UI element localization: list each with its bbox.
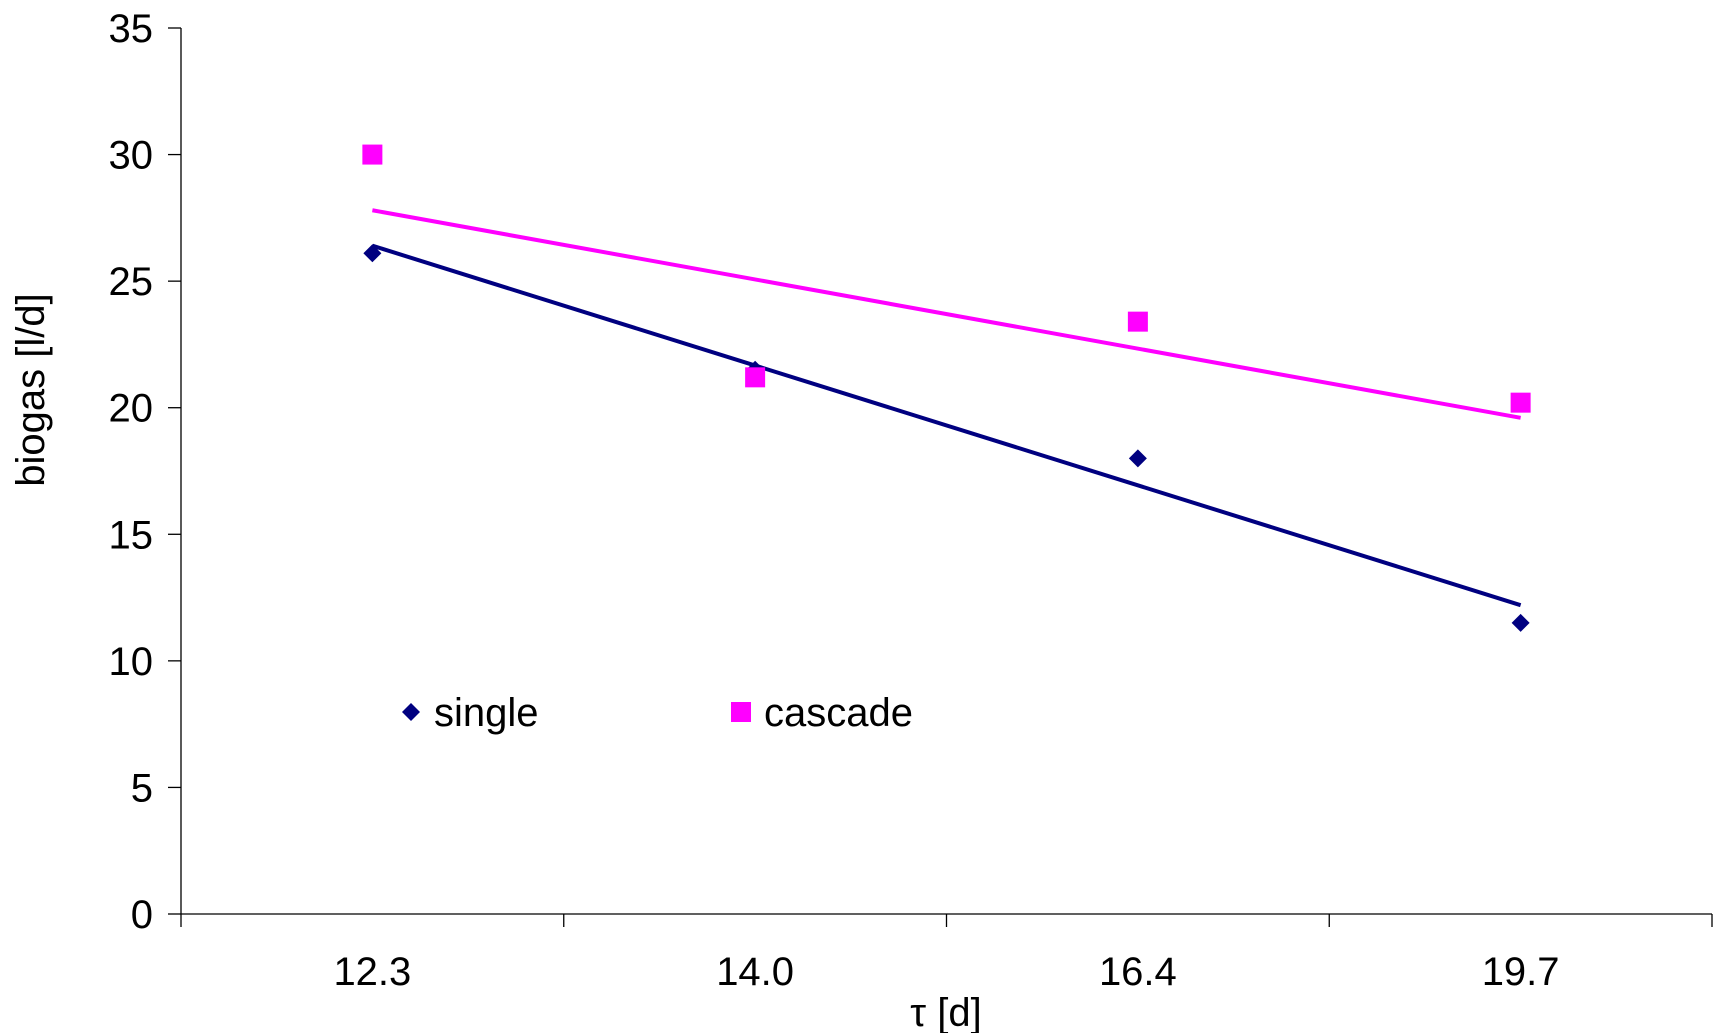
legend-item-cascade: cascade — [731, 691, 913, 735]
trendlines — [371, 208, 1522, 608]
y-ticks: 0 5 10 15 20 25 30 35 — [109, 7, 181, 937]
legend: single cascade — [402, 691, 913, 735]
point-single — [363, 244, 382, 263]
y-tick-label: 30 — [109, 134, 154, 178]
point-cascade — [1127, 311, 1148, 332]
x-tick-label: 19.7 — [1482, 950, 1560, 994]
legend-label-single: single — [434, 691, 539, 735]
y-tick-label: 10 — [109, 640, 154, 684]
x-tick-label: 12.3 — [333, 950, 411, 994]
y-tick-label: 35 — [109, 7, 154, 51]
legend-marker-cascade — [731, 702, 751, 722]
legend-item-single: single — [402, 691, 539, 735]
data-points — [362, 144, 1531, 632]
legend-marker-single — [402, 703, 420, 721]
axes — [180, 28, 1712, 915]
point-cascade — [745, 367, 766, 388]
x-tick-label: 16.4 — [1099, 950, 1177, 994]
point-cascade — [1510, 392, 1531, 413]
point-single — [1511, 613, 1530, 632]
point-single — [1128, 449, 1147, 468]
legend-label-cascade: cascade — [764, 691, 913, 735]
trendline-single — [371, 243, 1522, 608]
point-cascade — [362, 144, 383, 165]
y-tick-label: 15 — [109, 513, 154, 557]
x-tick-label: 14.0 — [716, 950, 794, 994]
trendline-cascade — [372, 208, 1521, 420]
x-ticks: 12.3 14.0 16.4 19.7 — [180, 914, 1713, 994]
y-tick-label: 5 — [131, 766, 153, 810]
y-tick-label: 20 — [109, 387, 154, 431]
y-tick-label: 25 — [109, 260, 154, 304]
y-tick-label: 0 — [131, 893, 153, 937]
x-axis-title: τ [d] — [910, 991, 981, 1033]
y-axis-title: biogas [l/d] — [9, 293, 53, 486]
